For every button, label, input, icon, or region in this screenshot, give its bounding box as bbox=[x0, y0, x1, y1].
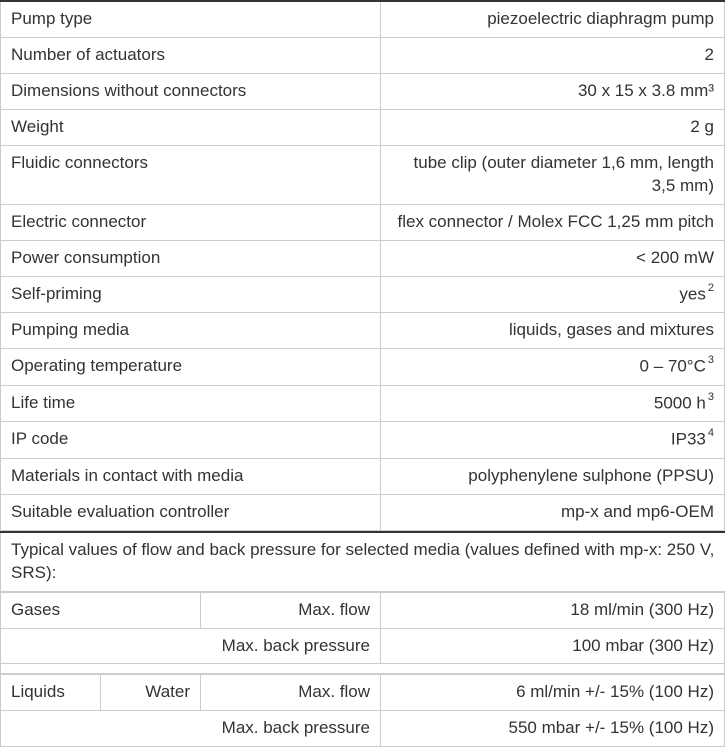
spec-value: piezoelectric diaphragm pump bbox=[381, 1, 725, 37]
liquids-flow-value: 6 ml/min +/- 15% (100 Hz) bbox=[381, 675, 725, 711]
spec-label: Electric connector bbox=[1, 204, 381, 240]
gases-row-pressure: Max. back pressure 100 mbar (300 Hz) bbox=[1, 628, 725, 664]
spec-table: Pump typepiezoelectric diaphragm pumpNum… bbox=[0, 0, 725, 531]
liquids-pressure-value: 550 mbar +/- 15% (100 Hz) bbox=[381, 711, 725, 747]
spec-row: Life time5000 h3 bbox=[1, 385, 725, 422]
spec-value: 2 g bbox=[381, 109, 725, 145]
liquids-flow-metric: Max. flow bbox=[201, 675, 381, 711]
spec-row: Fluidic connectorstube clip (outer diame… bbox=[1, 145, 725, 204]
spec-row: Electric connectorflex connector / Molex… bbox=[1, 204, 725, 240]
spec-label: Materials in contact with media bbox=[1, 458, 381, 494]
liquids-row-pressure: Max. back pressure 550 mbar +/- 15% (100… bbox=[1, 711, 725, 747]
spec-value: 2 bbox=[381, 37, 725, 73]
spec-value: liquids, gases and mixtures bbox=[381, 313, 725, 349]
section-header-text: Typical values of flow and back pressure… bbox=[1, 532, 725, 591]
spec-value: 5000 h3 bbox=[381, 385, 725, 422]
spec-table-container: Pump typepiezoelectric diaphragm pumpNum… bbox=[0, 0, 725, 747]
spec-label: Dimensions without connectors bbox=[1, 73, 381, 109]
section-header-table: Typical values of flow and back pressure… bbox=[0, 531, 725, 592]
liquids-row-flow: Liquids Water Max. flow 6 ml/min +/- 15%… bbox=[1, 675, 725, 711]
spec-label: Power consumption bbox=[1, 240, 381, 276]
spec-value: tube clip (outer diameter 1,6 mm, length… bbox=[381, 145, 725, 204]
gases-row-flow: Gases Max. flow 18 ml/min (300 Hz) bbox=[1, 592, 725, 628]
spec-label: Suitable evaluation controller bbox=[1, 494, 381, 530]
spec-label: Fluidic connectors bbox=[1, 145, 381, 204]
footnote-ref: 3 bbox=[708, 354, 714, 366]
spec-value: 0 – 70°C3 bbox=[381, 349, 725, 386]
gases-spacer bbox=[1, 664, 725, 674]
section-header-row: Typical values of flow and back pressure… bbox=[1, 532, 725, 591]
spec-value: polyphenylene sulphone (PPSU) bbox=[381, 458, 725, 494]
spec-value: yes2 bbox=[381, 276, 725, 313]
liquids-fluid: Water bbox=[101, 675, 201, 711]
gases-flow-metric: Max. flow bbox=[201, 592, 381, 628]
liquids-table: Liquids Water Max. flow 6 ml/min +/- 15%… bbox=[0, 674, 725, 747]
spec-row: IP codeIP334 bbox=[1, 422, 725, 459]
spec-label: Self-priming bbox=[1, 276, 381, 313]
gases-pressure-metric: Max. back pressure bbox=[1, 628, 381, 664]
spec-row: Weight2 g bbox=[1, 109, 725, 145]
footnote-ref: 3 bbox=[708, 391, 714, 403]
spec-row: Pumping medialiquids, gases and mixtures bbox=[1, 313, 725, 349]
spec-value: IP334 bbox=[381, 422, 725, 459]
liquids-name: Liquids bbox=[1, 675, 101, 711]
spec-label: Weight bbox=[1, 109, 381, 145]
spec-row: Power consumption< 200 mW bbox=[1, 240, 725, 276]
footnote-ref: 4 bbox=[708, 427, 714, 439]
liquids-pressure-metric: Max. back pressure bbox=[1, 711, 381, 747]
spec-row: Operating temperature0 – 70°C3 bbox=[1, 349, 725, 386]
spec-value: < 200 mW bbox=[381, 240, 725, 276]
spec-label: Operating temperature bbox=[1, 349, 381, 386]
spec-label: IP code bbox=[1, 422, 381, 459]
spec-label: Life time bbox=[1, 385, 381, 422]
spec-label: Pumping media bbox=[1, 313, 381, 349]
gases-pressure-value: 100 mbar (300 Hz) bbox=[381, 628, 725, 664]
footnote-ref: 2 bbox=[708, 282, 714, 294]
spec-value: 30 x 15 x 3.8 mm³ bbox=[381, 73, 725, 109]
spec-label: Number of actuators bbox=[1, 37, 381, 73]
spec-row: Materials in contact with mediapolypheny… bbox=[1, 458, 725, 494]
spec-row: Number of actuators2 bbox=[1, 37, 725, 73]
spec-value: flex connector / Molex FCC 1,25 mm pitch bbox=[381, 204, 725, 240]
spec-label: Pump type bbox=[1, 1, 381, 37]
spec-row: Self-primingyes2 bbox=[1, 276, 725, 313]
spec-row: Pump typepiezoelectric diaphragm pump bbox=[1, 1, 725, 37]
gases-name: Gases bbox=[1, 592, 201, 628]
gases-flow-value: 18 ml/min (300 Hz) bbox=[381, 592, 725, 628]
spec-row: Dimensions without connectors30 x 15 x 3… bbox=[1, 73, 725, 109]
spec-value: mp-x and mp6-OEM bbox=[381, 494, 725, 530]
gases-table: Gases Max. flow 18 ml/min (300 Hz) Max. … bbox=[0, 592, 725, 675]
spec-row: Suitable evaluation controllermp-x and m… bbox=[1, 494, 725, 530]
